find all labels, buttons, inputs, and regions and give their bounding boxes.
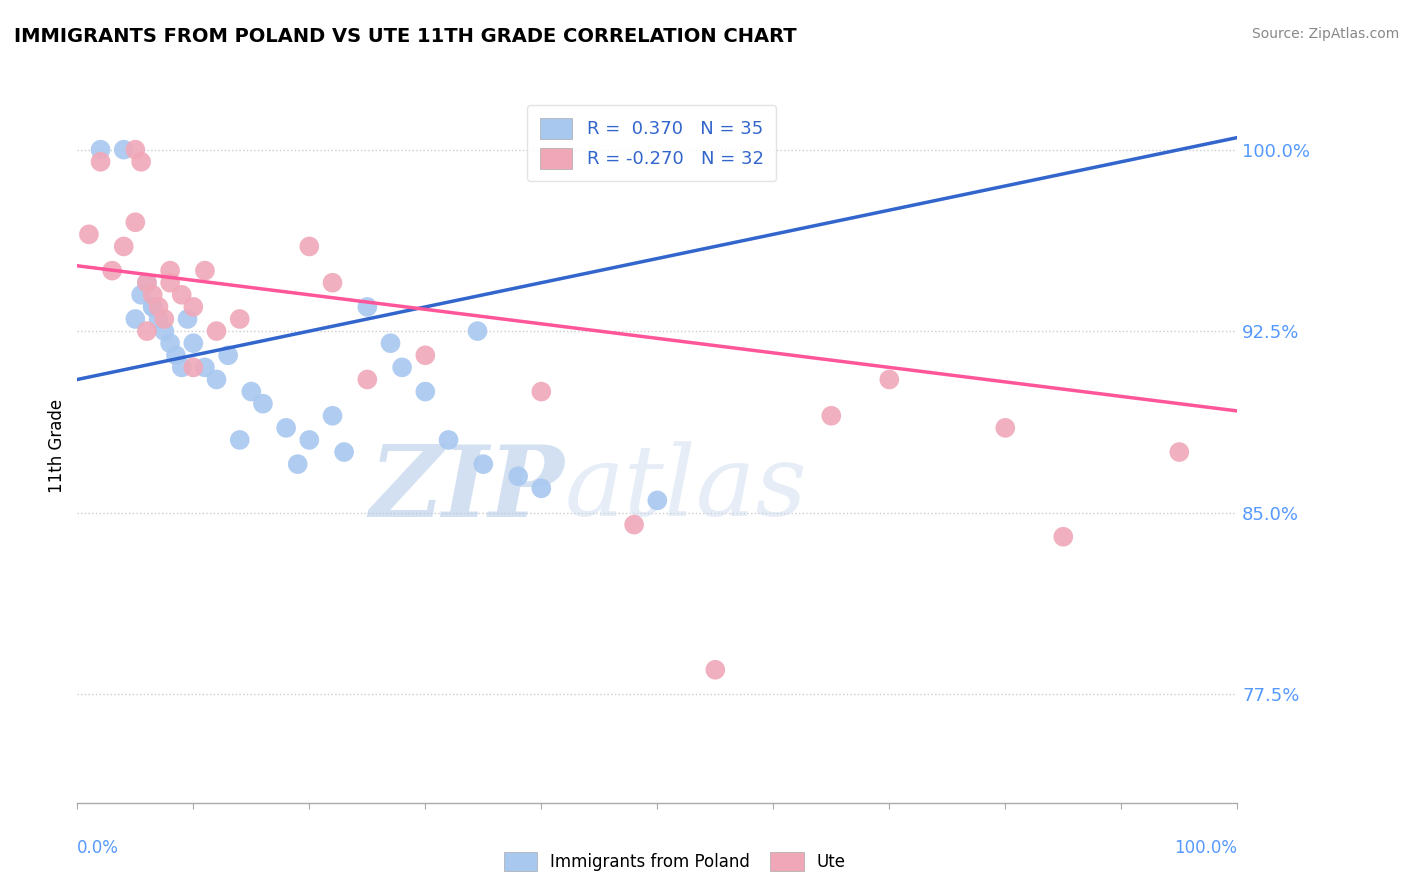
Point [647, 493, 669, 508]
Point [1168, 445, 1191, 459]
Point [176, 312, 198, 326]
Point [356, 372, 378, 386]
Point [252, 397, 274, 411]
Point [467, 324, 489, 338]
Point [413, 384, 436, 399]
Point [530, 481, 553, 495]
Point [205, 372, 228, 386]
Point [274, 421, 298, 435]
Point [77, 227, 100, 242]
Text: 100.0%: 100.0% [1174, 839, 1237, 857]
Point [321, 276, 344, 290]
Point [124, 215, 146, 229]
Point [413, 348, 436, 362]
Point [142, 300, 165, 314]
Point [101, 263, 124, 277]
Point [287, 457, 309, 471]
Point [165, 348, 187, 362]
Point [194, 263, 217, 277]
Point [148, 312, 170, 326]
Text: Source: ZipAtlas.com: Source: ZipAtlas.com [1251, 27, 1399, 41]
Point [142, 300, 165, 314]
Point [124, 143, 146, 157]
Point [142, 288, 165, 302]
Point [183, 336, 205, 351]
Point [391, 360, 413, 375]
Point [333, 445, 356, 459]
Point [159, 336, 181, 351]
Point [228, 312, 252, 326]
Point [112, 143, 135, 157]
Point [153, 324, 176, 338]
Text: IMMIGRANTS FROM POLAND VS UTE 11TH GRADE CORRELATION CHART: IMMIGRANTS FROM POLAND VS UTE 11TH GRADE… [14, 27, 797, 45]
Y-axis label: 11th Grade: 11th Grade [48, 399, 66, 493]
Point [90, 154, 111, 169]
Point [240, 384, 263, 399]
Point [135, 276, 157, 290]
Point [194, 360, 217, 375]
Text: 0.0%: 0.0% [77, 839, 120, 857]
Legend: Immigrants from Poland, Ute: Immigrants from Poland, Ute [495, 843, 855, 880]
Point [159, 263, 181, 277]
Point [472, 457, 495, 471]
Point [135, 276, 157, 290]
Point [183, 360, 205, 375]
Point [506, 469, 529, 483]
Point [994, 421, 1017, 435]
Point [228, 433, 252, 447]
Point [1052, 530, 1074, 544]
Point [129, 154, 152, 169]
Point [820, 409, 842, 423]
Point [530, 384, 553, 399]
Point [877, 372, 901, 386]
Point [90, 143, 111, 157]
Point [704, 663, 727, 677]
Point [356, 300, 378, 314]
Text: atlas: atlas [565, 442, 807, 536]
Point [170, 360, 193, 375]
Point [298, 433, 321, 447]
Point [112, 239, 135, 253]
Point [623, 517, 645, 532]
Point [183, 300, 205, 314]
Point [298, 239, 321, 253]
Legend: R =  0.370   N = 35, R = -0.270   N = 32: R = 0.370 N = 35, R = -0.270 N = 32 [527, 105, 776, 181]
Point [437, 433, 460, 447]
Point [159, 276, 181, 290]
Point [153, 312, 176, 326]
Point [205, 324, 228, 338]
Point [148, 300, 170, 314]
Point [135, 324, 157, 338]
Point [170, 288, 193, 302]
Point [380, 336, 402, 351]
Point [124, 312, 146, 326]
Point [129, 288, 152, 302]
Point [321, 409, 344, 423]
Point [217, 348, 239, 362]
Text: ZIP: ZIP [370, 441, 565, 537]
